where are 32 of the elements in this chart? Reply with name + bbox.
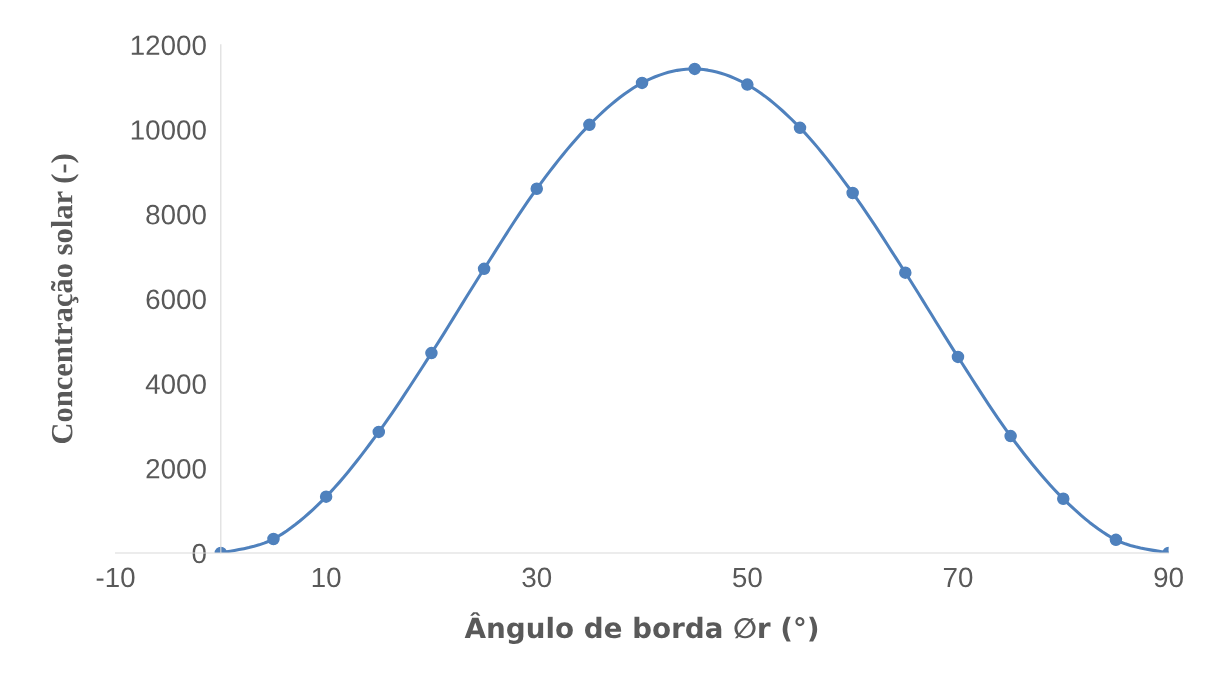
x-tick-label: 90	[1154, 567, 1183, 588]
point	[477, 262, 491, 276]
y-tick-label: 8000	[146, 204, 206, 225]
y-tick-label: 2000	[146, 458, 206, 479]
point	[425, 346, 438, 360]
x-tick-label: 70	[943, 567, 973, 588]
x-tick-label: 30	[522, 567, 552, 588]
point	[635, 76, 649, 90]
point	[1109, 533, 1123, 547]
point	[793, 121, 807, 135]
point	[372, 425, 386, 439]
y-tick-label: 12000	[131, 35, 206, 56]
point	[267, 532, 280, 546]
point	[741, 78, 754, 91]
x-tick-label: 50	[733, 567, 762, 588]
x-axis-title: Ângulo de borda ∅r (°)	[464, 612, 818, 644]
point	[530, 182, 543, 196]
point	[583, 118, 596, 132]
point	[1004, 429, 1017, 443]
point	[846, 186, 859, 200]
point	[688, 62, 701, 76]
y-tick-label: 4000	[145, 374, 206, 394]
point	[319, 490, 333, 503]
x-tick-label: -10	[96, 567, 135, 588]
y-axis-title: Concentração solar (-)	[50, 154, 79, 444]
point	[951, 350, 965, 364]
y-tick-label: 10000	[131, 120, 206, 140]
point	[899, 266, 912, 279]
y-tick-label: 0	[192, 543, 206, 564]
x-tick-label: 10	[312, 567, 341, 588]
y-tick-label: 6000	[146, 289, 206, 310]
point	[1057, 492, 1070, 506]
